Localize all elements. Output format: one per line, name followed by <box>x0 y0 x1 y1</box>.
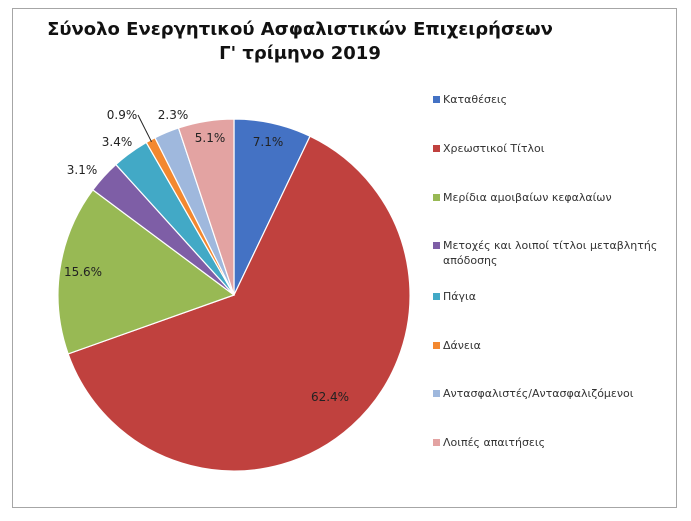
chart-subtitle: Γ' τρίμηνο 2019 <box>219 43 381 64</box>
data-label-3: 15.6% <box>64 265 102 279</box>
legend-swatch <box>433 342 440 349</box>
legend-swatch <box>433 242 440 249</box>
legend-swatch <box>433 439 440 446</box>
legend-item-4: Μετοχές και λοιποί τίτλοι μεταβλητής από… <box>433 238 658 268</box>
legend-item-1: Καταθέσεις <box>433 92 658 107</box>
legend-item-5: Πάγια <box>433 289 658 304</box>
legend-label: Πάγια <box>443 290 477 303</box>
chart-title-line1: Σύνολο Ενεργητικού Ασφαλιστικών Επιχειρή… <box>47 19 553 40</box>
data-label-6: 0.9% <box>107 108 138 122</box>
chart-title: Σύνολο Ενεργητικού Ασφαλιστικών Επιχειρή… <box>0 18 600 66</box>
legend-label: Δάνεια <box>443 339 481 352</box>
pie-slice-8 <box>177 118 235 296</box>
data-label-5: 3.4% <box>102 135 133 149</box>
data-label-4: 3.1% <box>67 163 98 177</box>
legend-item-2: Χρεωστικοί Τίτλοι <box>433 141 658 156</box>
data-label-8: 5.1% <box>195 131 226 145</box>
pie-slice-3 <box>57 189 236 355</box>
legend-swatch <box>433 194 440 201</box>
legend-swatch <box>433 293 440 300</box>
legend-label: Αντασφαλιστές/Αντασφαλιζόμενοι <box>443 387 634 400</box>
legend-item-7: Αντασφαλιστές/Αντασφαλιζόμενοι <box>433 386 658 401</box>
legend-label: Λοιπές απαιτήσεις <box>443 436 546 449</box>
legend-swatch <box>433 145 440 152</box>
legend-label: Χρεωστικοί Τίτλοι <box>443 142 545 155</box>
data-label-7: 2.3% <box>158 108 189 122</box>
legend-label: Μετοχές και λοιποί τίτλοι μεταβλητής από… <box>443 239 658 267</box>
leader-line-6 <box>137 114 152 143</box>
legend-item-3: Μερίδια αμοιβαίων κεφαλαίων <box>433 190 658 205</box>
legend-item-6: Δάνεια <box>433 338 658 353</box>
legend-item-8: Λοιπές απαιτήσεις <box>433 435 658 450</box>
legend-swatch <box>433 390 440 397</box>
legend-label: Καταθέσεις <box>443 93 508 106</box>
data-label-1: 7.1% <box>253 135 284 149</box>
legend-swatch <box>433 96 440 103</box>
pie-slice-2 <box>67 135 411 472</box>
legend-label: Μερίδια αμοιβαίων κεφαλαίων <box>443 191 612 204</box>
data-label-2: 62.4% <box>311 390 349 404</box>
